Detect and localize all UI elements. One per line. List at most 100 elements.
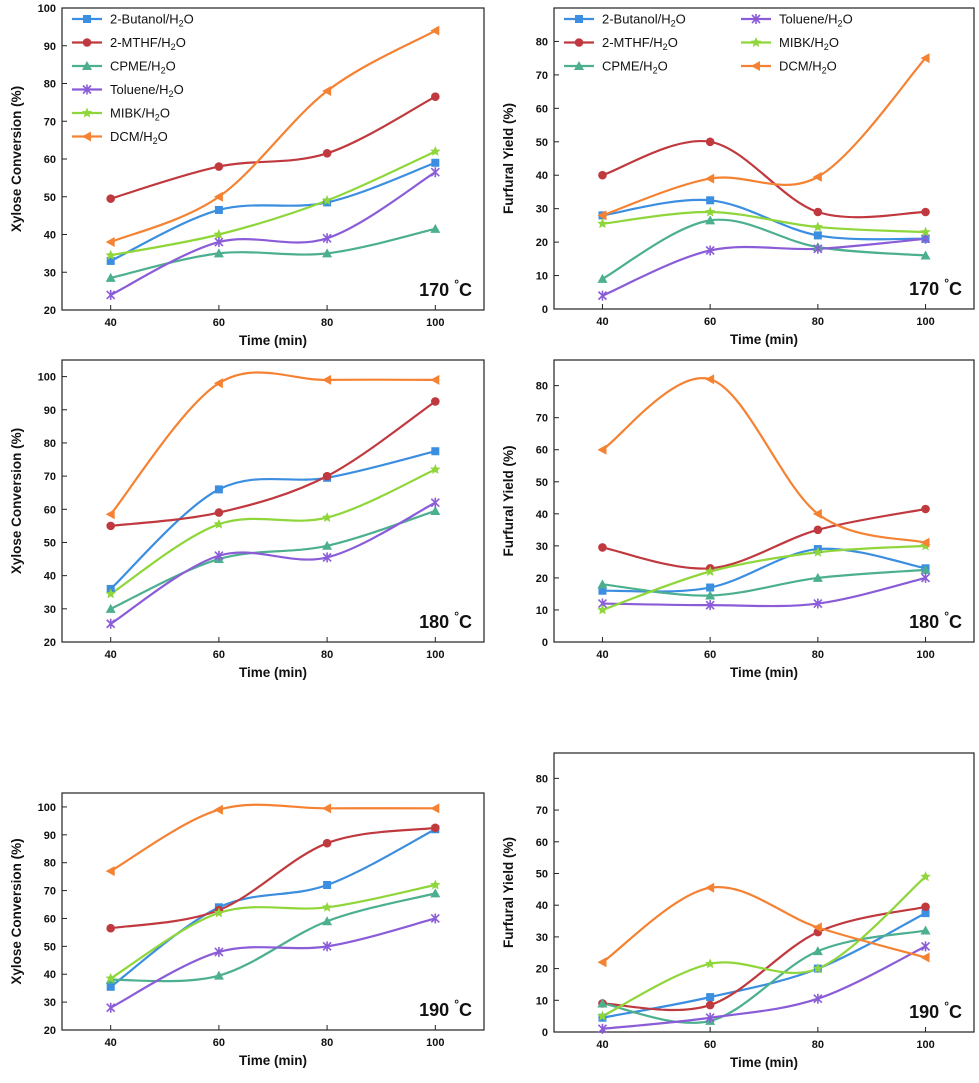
- data-point: [705, 245, 715, 256]
- y-axis-title: Furfural Yield (%): [501, 837, 516, 948]
- data-point: [213, 378, 223, 389]
- data-point: [431, 823, 440, 833]
- y-axis-title: Xylose Conversion (%): [9, 428, 24, 574]
- data-point: [705, 1012, 715, 1023]
- series-line-toluene-h2o: [110, 171, 436, 296]
- data-point: [704, 206, 716, 217]
- temperature-label: 170 °C: [909, 276, 962, 299]
- data-point: [322, 552, 332, 563]
- x-axis-title: Time (min): [730, 1055, 798, 1070]
- legend-item: MIBK/H2O: [741, 35, 839, 52]
- data-point: [106, 1002, 116, 1013]
- data-point: [430, 505, 441, 515]
- x-tick-label: 40: [105, 649, 117, 661]
- data-point: [813, 207, 823, 217]
- data-point: [213, 907, 225, 918]
- y-tick-label: 50: [44, 537, 56, 549]
- legend-label: 2-MTHF/H2O: [110, 35, 186, 52]
- data-point: [921, 207, 930, 217]
- y-tick-label: 30: [536, 204, 548, 216]
- data-point: [430, 803, 440, 814]
- data-point: [921, 909, 930, 918]
- data-point: [105, 509, 115, 520]
- data-point: [920, 53, 930, 64]
- y-tick-label: 20: [44, 305, 56, 317]
- x-tick-label: 60: [213, 649, 225, 661]
- y-tick-label: 90: [44, 830, 56, 842]
- data-point: [322, 149, 332, 158]
- data-point: [812, 963, 824, 974]
- y-tick-label: 40: [536, 900, 548, 912]
- y-tick-label: 10: [536, 271, 548, 283]
- data-point: [920, 941, 931, 952]
- y-tick-label: 60: [536, 837, 548, 849]
- legend-marker: [82, 131, 91, 142]
- data-point: [214, 485, 223, 494]
- data-point: [704, 566, 716, 576]
- legend-item: 2-Butanol/H2O: [564, 12, 686, 29]
- data-point: [705, 590, 716, 600]
- legend-marker: [82, 84, 92, 95]
- data-point: [921, 504, 930, 514]
- y-tick-label: 70: [44, 886, 56, 898]
- series-line-mibk-h2o: [110, 883, 436, 980]
- legend-marker: [751, 14, 761, 24]
- legend-item: 2-Butanol/H2O: [72, 12, 194, 29]
- plot-frame: [553, 359, 975, 643]
- data-point: [105, 603, 116, 613]
- y-tick-label: 20: [536, 964, 548, 976]
- y-tick-label: 40: [44, 230, 56, 242]
- y-tick-label: 0: [542, 637, 548, 649]
- data-point: [812, 946, 823, 956]
- data-point: [430, 167, 440, 178]
- y-tick-label: 40: [44, 571, 56, 583]
- data-point: [322, 838, 332, 848]
- data-point: [705, 215, 716, 225]
- data-point: [597, 579, 608, 589]
- series-line-dcm-h2o: [110, 803, 436, 873]
- y-tick-label: 70: [536, 413, 548, 425]
- data-point: [214, 205, 223, 214]
- data-point: [214, 550, 224, 561]
- data-point: [705, 1000, 715, 1010]
- legend-marker: [82, 61, 92, 70]
- data-point: [705, 882, 715, 893]
- data-point: [597, 273, 608, 283]
- series-line-toluene-h2o: [602, 576, 926, 608]
- temperature-label: 180 °C: [419, 609, 472, 632]
- data-point: [920, 564, 931, 574]
- y-tick-label: 100: [38, 802, 56, 814]
- plot-frame: [553, 752, 975, 1033]
- chart-panel-6: 0 10 20 30 40 50 60 70 80 40 60 80 100 Time (min) Furf…: [501, 752, 975, 1070]
- x-tick-label: 100: [426, 649, 444, 661]
- legend-marker: [81, 107, 93, 118]
- data-point: [322, 233, 332, 244]
- data-point: [704, 958, 716, 969]
- x-tick-label: 100: [426, 1037, 444, 1049]
- y-tick-label: 100: [38, 372, 56, 384]
- temperature-label: 180 °C: [909, 609, 962, 632]
- y-tick-label: 50: [44, 941, 56, 953]
- y-tick-label: 0: [542, 1027, 548, 1039]
- legend-label: Toluene/H2O: [779, 12, 853, 29]
- y-tick-label: 30: [536, 932, 548, 944]
- data-point: [214, 508, 224, 517]
- x-tick-label: 60: [704, 649, 716, 661]
- y-tick-label: 10: [536, 995, 548, 1007]
- data-point: [597, 998, 608, 1008]
- legend-item: CPME/H2O: [564, 59, 668, 76]
- series-line-2-butanol-h2o: [110, 828, 436, 988]
- data-point: [105, 588, 116, 599]
- y-tick-label: 80: [44, 858, 56, 870]
- data-point: [812, 171, 822, 182]
- y-tick-label: 70: [44, 471, 56, 483]
- legend: 2-Butanol/H2O 2-MTHF/H2O CPME/H2O Toluene/H…: [564, 12, 853, 76]
- data-point: [105, 237, 115, 248]
- legend-label: 2-MTHF/H2O: [602, 35, 678, 52]
- data-point: [430, 879, 441, 890]
- series-line-cpme-h2o: [601, 218, 926, 280]
- data-point: [812, 508, 822, 519]
- x-tick-label: 100: [916, 1039, 934, 1051]
- data-point: [431, 447, 440, 456]
